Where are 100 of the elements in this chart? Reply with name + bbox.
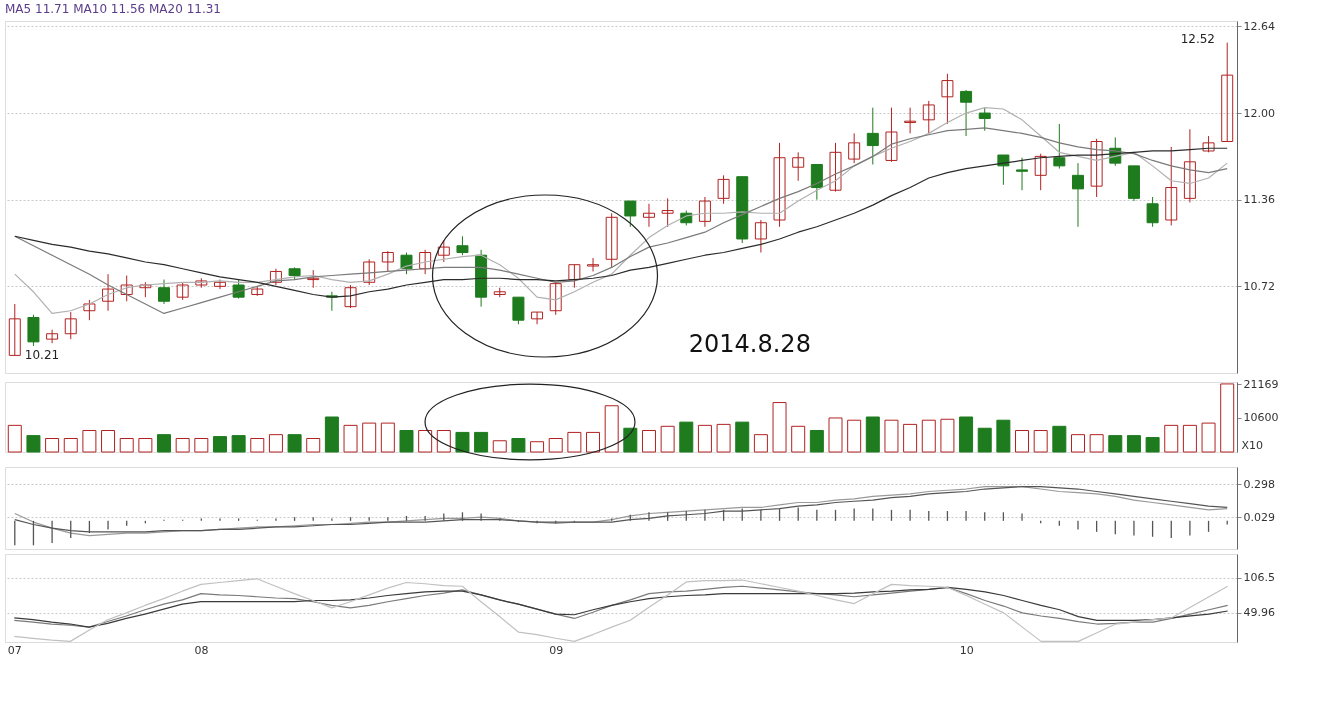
candlestick [829, 142, 842, 193]
candlestick [642, 203, 655, 228]
bar [1052, 425, 1067, 453]
bar [641, 429, 656, 453]
annotation: 2014.8.28 [688, 330, 811, 358]
candlestick [363, 258, 376, 286]
bar [82, 429, 97, 453]
candlestick [83, 299, 96, 321]
bar [7, 424, 22, 453]
candlestick [64, 311, 77, 340]
candlestick [605, 212, 618, 268]
y-tick-label: 11.36 [1243, 193, 1275, 207]
bar [809, 429, 824, 453]
candlestick [941, 73, 954, 125]
x-tick-label: 09 [549, 643, 564, 657]
bar [1089, 434, 1104, 453]
bar [753, 434, 768, 453]
bar [977, 427, 992, 453]
bar [268, 434, 283, 453]
candlestick [848, 132, 861, 164]
candlestick [866, 107, 879, 166]
candlestick [1071, 162, 1084, 228]
candlestick [419, 249, 432, 275]
candlestick [8, 303, 21, 356]
bar [45, 438, 60, 453]
candlestick [904, 107, 917, 134]
bar [903, 423, 918, 453]
y-tick-label: 10600 [1243, 411, 1279, 425]
candlestick [512, 296, 525, 325]
x-tick-label: 08 [194, 643, 209, 657]
bar [828, 417, 843, 453]
candlestick [456, 235, 469, 256]
candlestick [102, 273, 115, 312]
candlestick [46, 329, 59, 344]
bar [530, 441, 545, 453]
bar [343, 424, 358, 453]
candlestick [624, 200, 637, 228]
x-tick-label: 10 [959, 643, 974, 657]
y-tick-label: 12.64 [1243, 19, 1275, 33]
candlestick [922, 100, 935, 134]
y-tick-label: 12.00 [1243, 106, 1275, 120]
bar [623, 427, 638, 453]
candlestick [381, 250, 394, 272]
y-tick-label: 10.72 [1243, 279, 1275, 293]
candlestick [754, 219, 767, 254]
bar [455, 431, 470, 453]
candlestick [997, 154, 1010, 186]
y-tick-label: 49.96 [1243, 606, 1275, 620]
candlestick [549, 281, 562, 316]
candlestick [1165, 146, 1178, 226]
bar [735, 421, 750, 453]
bar [660, 425, 675, 453]
bar [1164, 424, 1179, 453]
bar [511, 438, 526, 453]
bar [865, 416, 880, 453]
chart-title: MA5 11.71 MA10 11.56 MA20 11.31 [5, 2, 221, 17]
candlestick [1221, 42, 1234, 142]
bar [101, 429, 116, 453]
bar [921, 419, 936, 453]
bar [26, 435, 41, 453]
candlestick [792, 151, 805, 182]
bar [1108, 435, 1123, 453]
bar [231, 435, 246, 453]
bar [586, 431, 601, 453]
y-tick-label: 0.029 [1243, 510, 1275, 524]
bar [138, 438, 153, 453]
bar [1220, 383, 1235, 453]
y-tick-label: 106.5 [1243, 571, 1275, 585]
bar [772, 402, 787, 453]
candlestick [531, 311, 544, 325]
candlestick [437, 239, 450, 263]
annotation: 10.21 [24, 348, 60, 363]
bar [697, 424, 712, 453]
bar [492, 440, 507, 453]
candlestick [213, 279, 226, 290]
candlestick [568, 264, 581, 289]
candlestick [158, 279, 171, 305]
bar [1070, 434, 1085, 453]
bar [250, 438, 265, 453]
bar [604, 405, 619, 453]
candlestick [1090, 138, 1103, 198]
candlestick [1034, 153, 1047, 191]
candlestick [269, 268, 282, 286]
candlestick [1053, 123, 1066, 170]
y-tick-label: 0.298 [1243, 477, 1275, 491]
candlestick [1016, 157, 1029, 191]
candlestick [960, 89, 973, 137]
candlestick [698, 196, 711, 228]
candlestick [885, 107, 898, 163]
annotation: 12.52 [1180, 32, 1215, 46]
bar [119, 438, 134, 453]
candlestick [717, 174, 730, 205]
bar [567, 431, 582, 453]
candlestick [587, 257, 600, 272]
candlestick [120, 275, 133, 302]
x-tick-label: 07 [7, 643, 22, 657]
candlestick [1183, 128, 1196, 203]
bar [1033, 429, 1048, 453]
bar [791, 425, 806, 453]
bar [474, 431, 489, 453]
